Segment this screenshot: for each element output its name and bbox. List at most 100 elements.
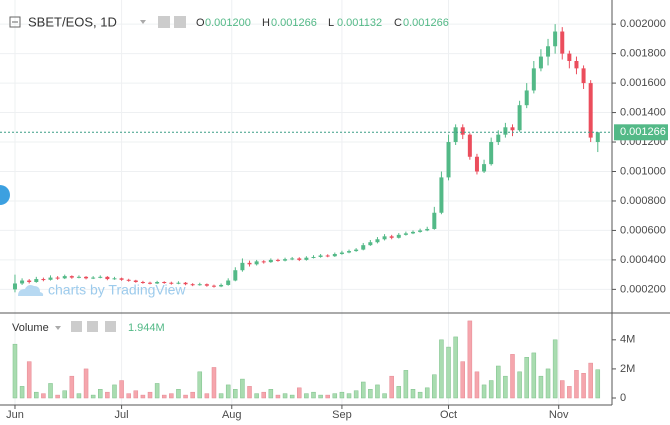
y2-tick-label: 2M: [620, 363, 635, 375]
volume-bar: [432, 374, 437, 399]
candle-body: [325, 255, 330, 257]
candle-body: [148, 282, 153, 284]
volume-bar: [41, 393, 46, 399]
volume-bar: [588, 362, 593, 399]
y-tick-label: 0.000800: [620, 195, 666, 207]
volume-bar: [12, 343, 18, 399]
settings-button[interactable]: [158, 16, 170, 28]
candle-body: [84, 276, 89, 279]
candle-body: [211, 285, 216, 287]
candle-body: [133, 280, 138, 283]
candle-body: [254, 261, 259, 265]
y-tick-label: 0.000200: [620, 283, 666, 295]
volume-bar: [154, 383, 160, 399]
candle-body: [418, 230, 423, 232]
candle-body: [496, 134, 501, 143]
candle-body: [297, 258, 302, 260]
volume-bar: [368, 389, 373, 399]
candle-body: [467, 134, 472, 157]
volume-bar: [169, 393, 174, 399]
volume-bar: [403, 370, 409, 399]
symbol: SBET/EOS, 1D: [28, 14, 117, 29]
volume-bar: [382, 393, 387, 399]
candle-body: [396, 234, 401, 238]
volume-bar: [190, 391, 195, 399]
candle-body: [453, 127, 458, 143]
candle-body: [155, 282, 160, 284]
volume-bar: [90, 394, 96, 399]
volume-bar: [282, 393, 288, 399]
ohlc-value: 0.001200: [205, 17, 251, 29]
collapse-button[interactable]: [9, 16, 21, 28]
candle-body: [304, 257, 309, 260]
candle-body: [162, 282, 167, 284]
x-tick-label: Jul: [115, 409, 129, 421]
candle-body: [375, 239, 380, 243]
format-button[interactable]: [174, 16, 186, 28]
volume-bar: [417, 391, 423, 399]
candle-body: [361, 245, 366, 250]
y2-tick-label: 4M: [620, 334, 635, 346]
candle-body: [247, 262, 252, 265]
volume-bar: [389, 375, 394, 399]
x-tick-label: Jun: [6, 409, 24, 421]
y-tick-label: 0.001400: [620, 106, 666, 118]
candle-body: [55, 277, 60, 279]
candle-body: [20, 280, 25, 284]
candle-body: [510, 127, 515, 131]
volume-bar: [204, 393, 210, 399]
side-handle[interactable]: [0, 185, 10, 205]
volume-bar: [360, 381, 366, 399]
volume-close-button[interactable]: [105, 321, 116, 332]
candle-body: [574, 60, 579, 69]
volume-bar: [332, 393, 338, 399]
x-tick-label: Nov: [549, 409, 569, 421]
y2-tick-label: 0: [620, 392, 626, 404]
volume-settings-button[interactable]: [71, 321, 82, 332]
candle-body: [176, 282, 181, 284]
candle-body: [240, 262, 245, 271]
candle-body: [190, 284, 195, 286]
volume-bar: [105, 391, 110, 399]
ohlc-key: O: [196, 17, 205, 29]
candle-body: [482, 164, 487, 172]
volume-format-button[interactable]: [87, 321, 98, 332]
candle-body: [474, 156, 479, 172]
candle-body: [546, 46, 551, 57]
y-tick-label: 0.000600: [620, 224, 666, 236]
candle-body: [62, 276, 67, 279]
volume-bar: [510, 354, 515, 399]
volume-bar: [218, 393, 224, 399]
volume-bar: [581, 373, 586, 399]
volume-bar: [467, 320, 473, 399]
volume-bar: [488, 380, 494, 399]
volume-dropdown[interactable]: [55, 326, 61, 330]
candle-body: [219, 284, 224, 287]
volume-bar: [453, 336, 458, 399]
candle-body: [460, 127, 465, 135]
volume-bar: [460, 361, 465, 399]
volume-bar: [240, 378, 245, 399]
volume-bar: [119, 380, 124, 399]
volume-bar: [112, 384, 117, 399]
volume-bar: [410, 389, 416, 399]
x-tick-label: Sep: [332, 409, 352, 421]
x-tick-label: Aug: [222, 409, 242, 421]
volume-bar: [574, 370, 579, 399]
candle-body: [48, 277, 53, 280]
volume-bar: [396, 386, 402, 399]
ohlc-key: H: [262, 17, 270, 29]
candle-body: [98, 276, 103, 278]
volume-bar: [233, 389, 238, 399]
volume-bar: [503, 375, 508, 399]
volume-bar: [140, 394, 146, 399]
volume-bar: [254, 393, 259, 399]
volume-bar: [318, 394, 323, 399]
candle-body: [12, 283, 17, 290]
volume-bar: [446, 346, 451, 399]
candle-body: [403, 233, 408, 235]
volume-bar: [62, 390, 67, 399]
candle-body: [27, 280, 32, 283]
y-tick-label: 0.001600: [620, 77, 666, 89]
symbol-dropdown[interactable]: [140, 20, 146, 24]
